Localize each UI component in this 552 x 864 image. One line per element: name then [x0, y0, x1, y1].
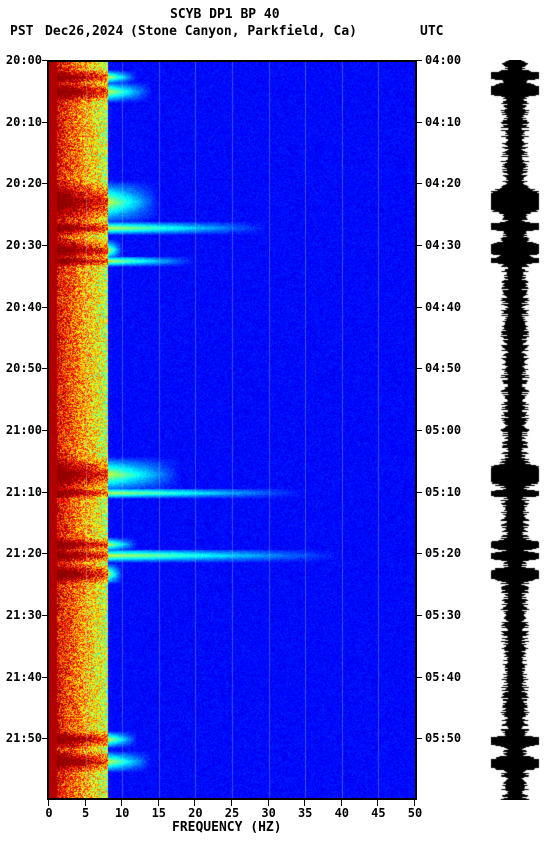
x-tick: 45 [368, 806, 388, 820]
y-tick-left: 21:40 [2, 670, 42, 684]
y-tick-left: 21:10 [2, 485, 42, 499]
y-tick-right: 04:30 [425, 238, 461, 252]
y-tick-left: 20:30 [2, 238, 42, 252]
y-tick-left: 21:50 [2, 731, 42, 745]
y-tick-right: 05:50 [425, 731, 461, 745]
x-tick: 50 [405, 806, 425, 820]
tz-right: UTC [420, 24, 443, 39]
x-tick: 5 [76, 806, 96, 820]
spectrogram-heatmap [47, 60, 417, 800]
y-tick-right: 05:00 [425, 423, 461, 437]
y-tick-left: 20:50 [2, 361, 42, 375]
tz-left: PST [10, 24, 33, 39]
x-tick: 0 [39, 806, 59, 820]
y-tick-right: 04:40 [425, 300, 461, 314]
y-tick-left: 20:20 [2, 176, 42, 190]
x-tick: 40 [332, 806, 352, 820]
y-tick-right: 04:10 [425, 115, 461, 129]
y-tick-right: 05:20 [425, 546, 461, 560]
y-tick-left: 21:30 [2, 608, 42, 622]
y-tick-left: 20:10 [2, 115, 42, 129]
x-tick: 10 [112, 806, 132, 820]
y-tick-left: 21:20 [2, 546, 42, 560]
date: Dec26,2024 [45, 24, 123, 39]
y-tick-left: 21:00 [2, 423, 42, 437]
x-tick: 15 [149, 806, 169, 820]
x-tick: 35 [295, 806, 315, 820]
x-tick: 30 [259, 806, 279, 820]
y-tick-right: 05:40 [425, 670, 461, 684]
y-tick-right: 04:20 [425, 176, 461, 190]
x-tick: 20 [185, 806, 205, 820]
y-tick-right: 05:30 [425, 608, 461, 622]
y-tick-left: 20:00 [2, 53, 42, 67]
location: (Stone Canyon, Parkfield, Ca) [130, 24, 357, 39]
x-tick: 25 [222, 806, 242, 820]
y-tick-right: 04:50 [425, 361, 461, 375]
y-tick-left: 20:40 [2, 300, 42, 314]
waveform-trace [490, 60, 540, 800]
title: SCYB DP1 BP 40 [170, 7, 280, 22]
y-tick-right: 04:00 [425, 53, 461, 67]
x-axis-title: FREQUENCY (HZ) [172, 820, 282, 835]
y-tick-right: 05:10 [425, 485, 461, 499]
